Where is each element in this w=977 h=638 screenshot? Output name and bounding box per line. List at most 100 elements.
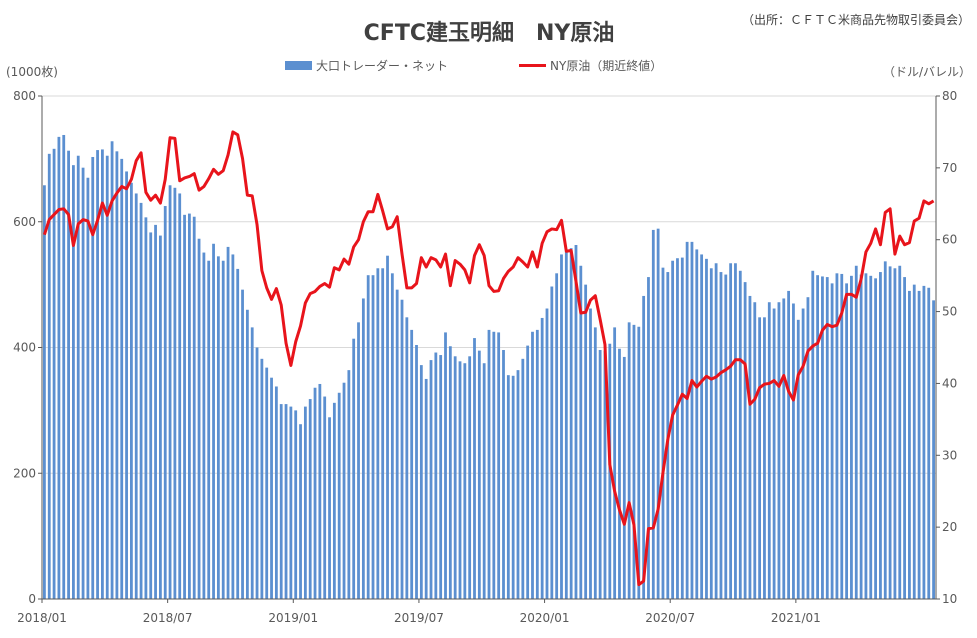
bar [622,356,626,599]
bar [656,228,660,600]
y-right-tick-label: 70 [942,161,957,175]
bar [405,317,409,599]
bar [883,261,887,599]
bar [318,383,322,599]
bar [850,275,853,599]
x-tick-label: 2019/01 [268,611,318,625]
bar [680,257,684,599]
bar [448,346,452,599]
bar [502,350,505,599]
bar [139,202,143,599]
bar [424,378,428,599]
bar [497,332,501,599]
bar [917,290,921,599]
bar [458,361,462,599]
bar [337,392,341,599]
legend: 大口トレーダー・ネット NY原油（期近終値） [285,58,662,73]
bar [796,319,800,599]
bar [110,141,114,599]
bar [415,344,418,599]
bar [468,356,472,599]
bar [410,329,414,599]
y-right-tick-label: 10 [942,592,957,606]
bar [516,370,520,599]
bar [763,317,766,599]
bar [439,355,443,599]
bar [511,375,515,599]
y-left-tick-label: 0 [28,592,36,606]
bar [163,206,167,599]
bar [473,338,476,599]
bar [390,273,394,599]
bar [564,250,568,600]
bar [279,404,283,599]
bar [792,303,795,599]
bar [308,399,312,599]
bar [52,148,56,599]
bar [767,302,771,599]
bar [801,308,805,599]
bar [202,252,206,599]
y-right-ticks: 10 20 30 40 50 60 70 80 [936,89,957,606]
bar [197,238,201,600]
bar [241,289,244,599]
bar [144,217,148,599]
bar [647,277,650,599]
y-left-tick-label: 200 [13,466,36,480]
bar [207,260,211,599]
bar [845,283,848,599]
bar [893,268,897,599]
y-right-tick-label: 40 [942,376,957,390]
bar [593,327,597,599]
bar [477,350,481,599]
bar [627,322,631,599]
bar [91,156,95,600]
bar [347,370,351,599]
bar [376,268,380,599]
bar [589,308,592,599]
x-ticks: 2018/01 2018/07 2019/01 2019/07 2020/01 2020/… [17,599,821,625]
bar [250,327,254,599]
bar [714,263,718,599]
bar [260,358,264,599]
bar [352,338,356,599]
bar [560,254,563,599]
bar [705,258,708,599]
y-left-unit: (1000枚) [6,64,58,79]
x-tick-label: 2020/01 [520,611,570,625]
bar [535,329,539,599]
bar [772,308,776,599]
bar [613,327,617,599]
bar [695,249,699,600]
bar [183,214,186,599]
bar [676,258,679,599]
bar [912,284,916,600]
bar [216,256,220,599]
bar [43,185,46,599]
bar [366,275,370,599]
y-right-tick-label: 50 [942,305,957,319]
bar [734,263,737,599]
bar [743,282,747,599]
bar [821,276,824,599]
bar [434,352,438,599]
bar [888,266,892,599]
bar [101,149,104,599]
bar [149,232,153,599]
bar [603,350,607,599]
bar [492,331,496,599]
bar [700,254,704,599]
bar [299,424,302,599]
bar [531,331,534,599]
bar [830,283,834,599]
legend-bar-swatch [285,61,312,70]
bar [130,182,133,599]
line-series [42,130,935,587]
bar [371,275,375,599]
x-tick-label: 2018/07 [143,611,193,625]
x-tick-label: 2020/07 [645,611,695,625]
bar [236,268,240,599]
bar [729,263,733,599]
bar [173,187,177,600]
bar [47,153,51,599]
